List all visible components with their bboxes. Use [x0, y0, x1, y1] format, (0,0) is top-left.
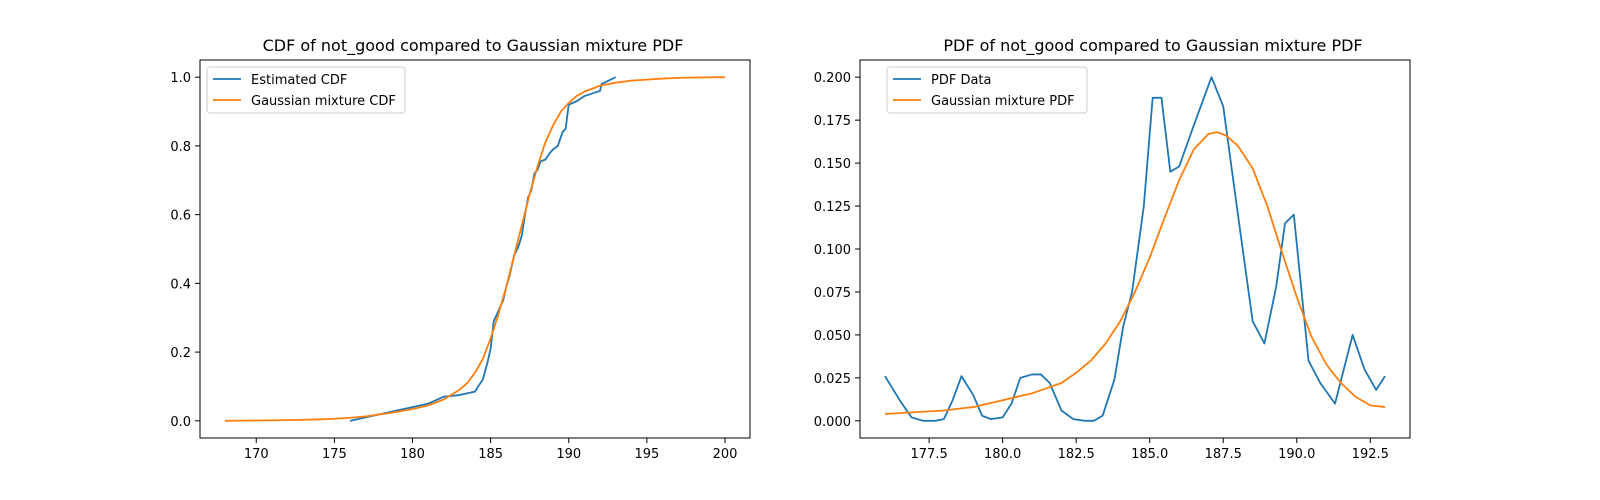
pdf-x-tick-label: 180.0	[984, 447, 1021, 462]
pdf-legend: PDF Data Gaussian mixture PDF	[886, 66, 1088, 114]
pdf-x-tick-label: 192.5	[1352, 447, 1389, 462]
pdf-legend-label-gaussian: Gaussian mixture PDF	[931, 94, 1075, 109]
pdf-plot-area: 177.5 180.0 182.5 185.0 187.5 190.0 192.5 0.000…	[814, 59, 1411, 462]
pdf-chart: PDF of not_good compared to Gaussian mix…	[814, 36, 1411, 462]
pdf-y-tick-label: 0.125	[814, 200, 851, 215]
pdf-legend-box	[886, 66, 1088, 114]
pdf-series-line-1	[884, 131, 1386, 415]
cdf-legend: Estimated CDF Gaussian mixture CDF	[206, 66, 406, 114]
pdf-series-line-0	[884, 76, 1386, 422]
cdf-x-tick-label: 175	[322, 447, 347, 462]
cdf-y-tick-label: 0.0	[170, 415, 191, 430]
cdf-y-tick-label: 1.0	[170, 71, 191, 86]
pdf-legend-label-data: PDF Data	[931, 73, 992, 88]
cdf-x-tick-label: 170	[244, 447, 269, 462]
pdf-y-tick-label: 0.000	[814, 415, 851, 430]
cdf-axes-frame	[199, 59, 751, 439]
cdf-y-tick-label: 0.6	[170, 209, 191, 224]
pdf-x-tick-label: 177.5	[911, 447, 948, 462]
pdf-y-tick-label: 0.150	[814, 157, 851, 172]
cdf-y-tick-label: 0.2	[170, 346, 191, 361]
pdf-y-tick-label: 0.175	[814, 114, 851, 129]
cdf-x-tick-label: 195	[634, 447, 659, 462]
pdf-y-tick-label: 0.075	[814, 286, 851, 301]
pdf-y-tick-label: 0.100	[814, 243, 851, 258]
cdf-chart: CDF of not_good compared to Gaussian mix…	[170, 36, 751, 462]
cdf-chart-title: CDF of not_good compared to Gaussian mix…	[263, 36, 684, 56]
pdf-x-tick-label: 187.5	[1205, 447, 1242, 462]
cdf-x-tick-label: 200	[713, 447, 738, 462]
cdf-x-tick-label: 180	[400, 447, 425, 462]
pdf-chart-title: PDF of not_good compared to Gaussian mix…	[943, 36, 1362, 56]
pdf-x-tick-label: 185.0	[1131, 447, 1168, 462]
cdf-plot-area: 170 175 180 185 190 195 200 0.0 0.2 0.4 0.6 0.8 1.0	[170, 59, 751, 462]
cdf-series-line-0	[349, 76, 617, 422]
pdf-y-tick-label: 0.025	[814, 372, 851, 387]
cdf-x-tick-label: 190	[556, 447, 581, 462]
cdf-series-line-1	[224, 76, 726, 422]
cdf-legend-box	[206, 66, 406, 114]
cdf-y-tick-label: 0.8	[170, 140, 191, 155]
cdf-legend-label-estimated: Estimated CDF	[251, 73, 347, 88]
cdf-x-tick-label: 185	[478, 447, 503, 462]
pdf-x-tick-label: 182.5	[1058, 447, 1095, 462]
pdf-x-tick-label: 190.0	[1278, 447, 1315, 462]
cdf-legend-label-gaussian: Gaussian mixture CDF	[251, 94, 396, 109]
pdf-y-tick-label: 0.050	[814, 329, 851, 344]
pdf-y-tick-label: 0.200	[814, 71, 851, 86]
cdf-y-tick-label: 0.4	[170, 277, 191, 292]
